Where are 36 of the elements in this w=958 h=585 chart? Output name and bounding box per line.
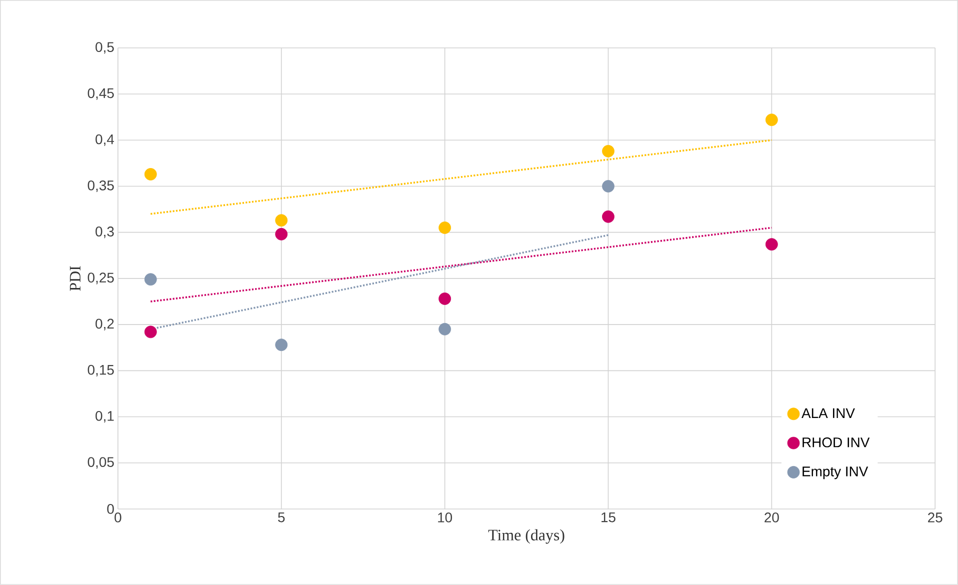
y-tick-label: 0,2 — [96, 318, 114, 330]
point — [275, 214, 288, 227]
point — [765, 238, 778, 251]
x-tick-label: 20 — [764, 512, 779, 522]
x-tick-label: 10 — [438, 512, 452, 522]
x-tick-label: 15 — [602, 512, 616, 522]
legend-label: ALA INV — [802, 408, 855, 418]
point — [144, 168, 157, 180]
x-axis-title: Time (days) — [488, 529, 564, 544]
x-tick-label: 25 — [928, 512, 942, 522]
legend-label: Empty INV — [802, 466, 868, 480]
y-tick-label: 0,35 — [88, 180, 114, 192]
point — [765, 114, 778, 126]
y-tick-label: 0,25 — [88, 272, 114, 284]
y-axis-title: PDI — [70, 266, 80, 291]
y-tick-label: 0,4 — [96, 134, 114, 146]
point — [275, 228, 288, 240]
y-tick-label: 0,1 — [96, 411, 114, 423]
x-tick-label: 5 — [278, 512, 285, 522]
point — [602, 180, 614, 192]
x-tick-label: 0 — [114, 512, 122, 522]
y-tick-label: 0,15 — [88, 364, 114, 376]
y-tick-label: 0,3 — [96, 226, 114, 238]
y-tick-label: 0,5 — [96, 42, 114, 54]
point — [144, 326, 157, 338]
point — [144, 273, 157, 286]
point — [438, 292, 452, 305]
y-tick-label: 0 — [107, 504, 114, 514]
legend-label: RHOD INV — [802, 437, 870, 448]
y-tick-label: 0,05 — [88, 457, 114, 469]
point — [602, 145, 614, 158]
y-tick-label: 0,45 — [88, 88, 114, 100]
point — [438, 323, 452, 336]
point — [602, 210, 614, 223]
point — [438, 222, 452, 234]
point — [275, 338, 288, 352]
